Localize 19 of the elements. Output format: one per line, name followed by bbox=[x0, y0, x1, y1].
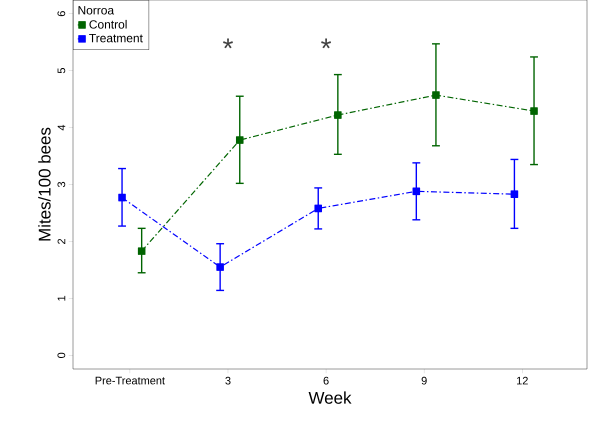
y-tick-label: 5 bbox=[58, 68, 66, 74]
x-tick-label: Pre-Treatment bbox=[96, 376, 165, 384]
y-tick-label: 2 bbox=[58, 238, 66, 244]
y-tick-label: 6 bbox=[57, 11, 66, 16]
y-axis-title: Mites/100 bees bbox=[38, 128, 51, 241]
y-tick-label: 4 bbox=[58, 124, 66, 130]
y-tick-label: 3 bbox=[57, 182, 66, 188]
y-tick-label: 0 bbox=[57, 352, 66, 358]
x-tick-label: 3 bbox=[225, 376, 231, 385]
legend-title: Norroa bbox=[78, 6, 114, 15]
legend-label: Control bbox=[89, 20, 127, 29]
x-axis-title: Week bbox=[308, 391, 352, 404]
x-tick-label: 9 bbox=[422, 376, 427, 385]
y-tick-label: 1 bbox=[58, 296, 66, 301]
annotation: * bbox=[321, 38, 332, 48]
x-tick-label: 6 bbox=[324, 376, 329, 385]
legend-label: Treatment bbox=[89, 34, 143, 42]
annotation: * bbox=[223, 38, 233, 48]
x-tick-label: 12 bbox=[516, 376, 528, 384]
